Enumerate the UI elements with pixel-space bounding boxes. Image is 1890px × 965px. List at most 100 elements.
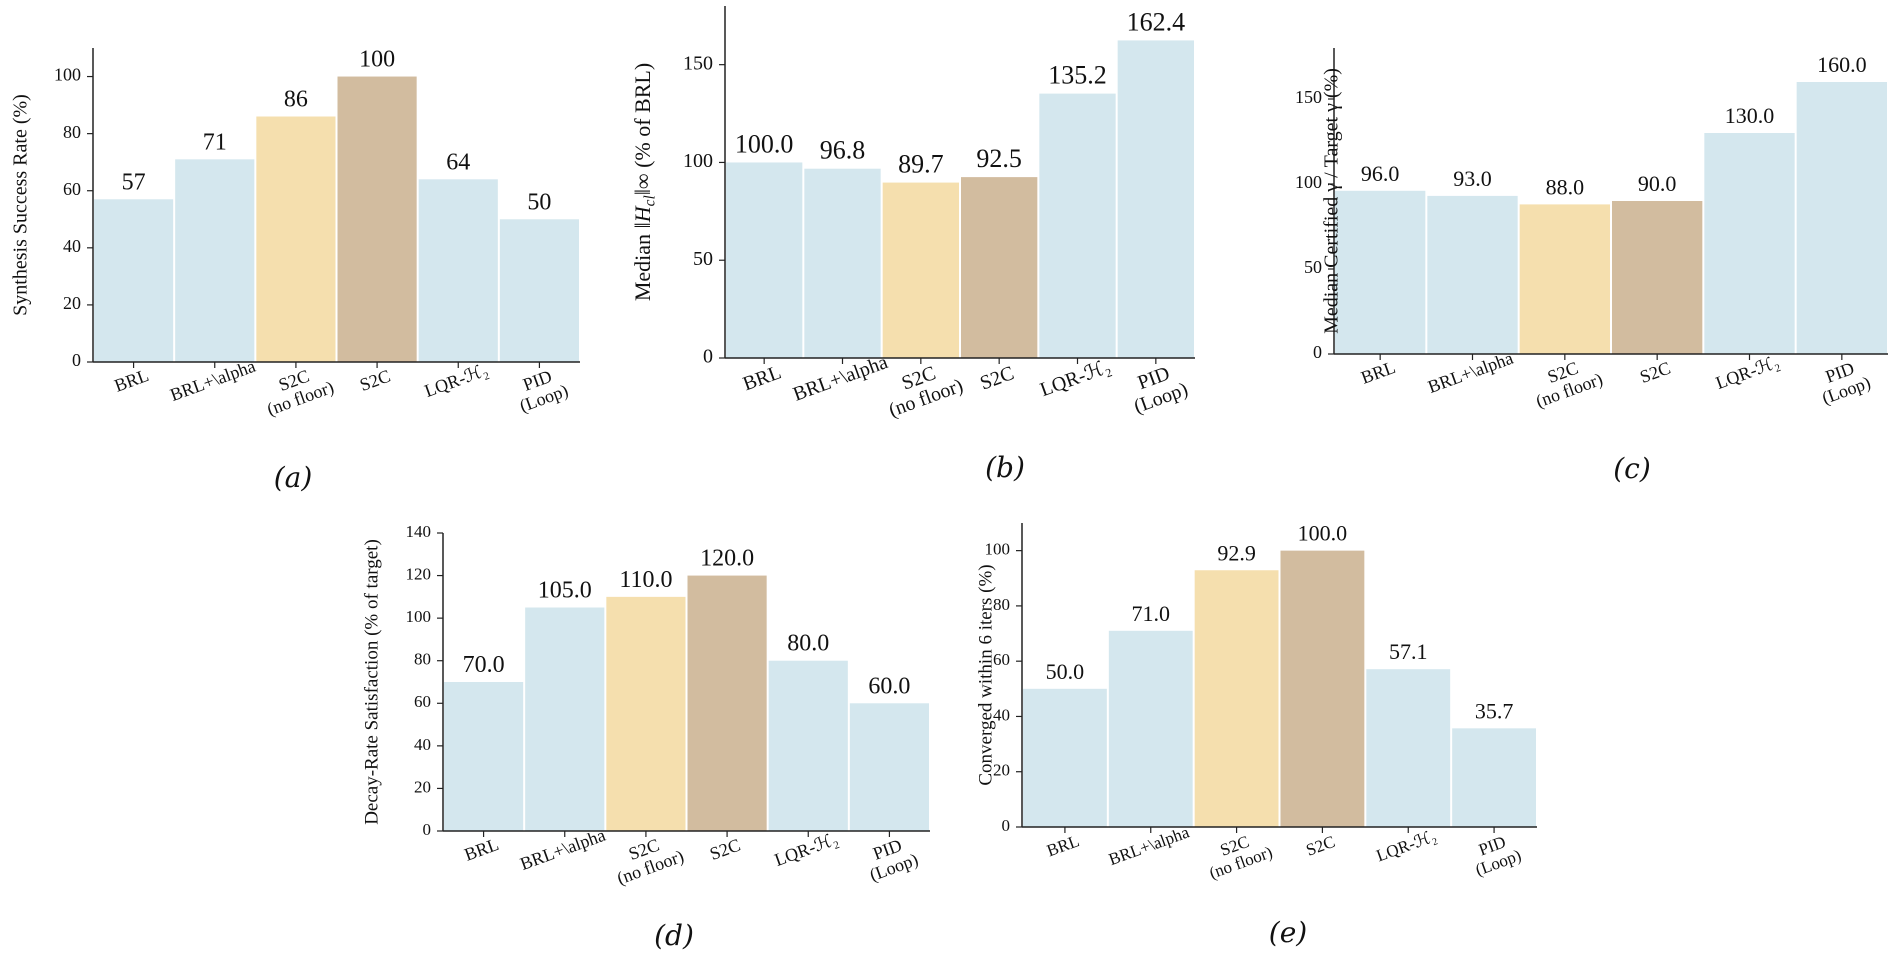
bar-d-1 [525, 607, 605, 831]
x-tick-label-e-3: S2C [1304, 832, 1338, 860]
data-label-a-0: 57 [122, 169, 146, 195]
x-tick-label-c-0: BRL [1358, 357, 1398, 388]
y-tick-label-a-3: 60 [63, 179, 81, 199]
data-label-d-1: 105.0 [538, 578, 592, 604]
x-tick-label-e-5: PID(Loop) [1467, 829, 1524, 880]
data-label-a-2: 86 [284, 87, 308, 113]
panel-label-b: (b) [985, 451, 1025, 484]
data-label-c-4: 130.0 [1725, 103, 1775, 128]
y-tick-label-d-0: 0 [423, 820, 432, 839]
data-label-c-3: 90.0 [1638, 171, 1677, 196]
bar-d-3 [687, 575, 767, 831]
panel-label-d: (d) [654, 919, 694, 952]
bar-e-2 [1194, 570, 1279, 827]
data-label-c-1: 93.0 [1453, 166, 1492, 191]
bar-d-0 [444, 682, 524, 831]
data-label-b-3: 92.5 [976, 144, 1022, 173]
bar-a-1 [175, 159, 255, 362]
y-tick-label-e-5: 100 [985, 540, 1011, 559]
y-tick-label-a-2: 40 [63, 236, 81, 256]
x-tick-label-e-2: S2C(no floor) [1201, 826, 1275, 883]
chart-panel-d: 70.0 105.0 110.0 120.0 80.0 60.0 0 20 40 60 80 100 1… [361, 522, 930, 952]
data-label-d-3: 120.0 [700, 546, 754, 572]
x-tick-label-d-4: LQR-ℋ₂ [772, 829, 841, 870]
x-tick-label-a-3: S2C [357, 366, 393, 395]
data-label-e-4: 57.1 [1389, 639, 1428, 664]
bar-e-3 [1280, 550, 1365, 827]
x-tick-label-c-1: BRL+\alpha [1425, 348, 1516, 397]
y-axis-label-e: Converged within 6 iters (%) [975, 564, 996, 785]
panel-label-e: (e) [1269, 916, 1307, 949]
y-tick-label-d-5: 100 [406, 607, 432, 626]
x-tick-label-c-4: LQR-ℋ₂ [1713, 352, 1782, 393]
data-label-a-3: 100 [359, 47, 395, 73]
data-label-a-4: 64 [446, 149, 470, 175]
y-axis-label-b: Median ‖Hcl‖∞ (% of BRL) [630, 63, 658, 301]
x-tick-label-d-0: BRL [462, 834, 502, 865]
data-label-e-1: 71.0 [1132, 601, 1171, 626]
panel-label-a: (a) [274, 461, 313, 494]
x-tick-label-c-2: S2C(no floor) [1527, 351, 1606, 412]
y-tick-label-e-3: 60 [993, 650, 1010, 669]
y-tick-label-b-0: 0 [703, 346, 713, 368]
bar-c-5 [1796, 82, 1887, 354]
chart-panel-e: 50.0 71.0 92.9 100.0 57.1 35.7 0 20 40 60 80 100 BRL… [975, 521, 1537, 949]
y-axis-label-a: Synthesis Success Rate (%) [10, 94, 32, 316]
y-tick-label-d-7: 140 [406, 522, 432, 541]
y-tick-label-e-2: 40 [993, 705, 1010, 724]
y-tick-label-d-3: 60 [414, 692, 431, 711]
bar-b-1 [804, 168, 881, 358]
y-tick-label-b-2: 100 [683, 150, 713, 172]
x-tick-label-e-0: BRL [1044, 831, 1082, 860]
bar-d-5 [849, 703, 929, 831]
x-tick-label-b-5: PID(Loop) [1124, 359, 1191, 418]
y-tick-label-b-1: 50 [693, 248, 713, 270]
x-tick-label-d-1: BRL+\alpha [517, 825, 608, 874]
x-tick-label-b-2: S2C(no floor) [879, 355, 966, 422]
bar-e-0 [1023, 688, 1107, 827]
y-tick-label-a-5: 100 [54, 65, 81, 85]
bar-d-4 [768, 660, 848, 831]
x-tick-label-a-4: LQR-ℋ₂ [422, 360, 491, 401]
data-label-c-5: 160.0 [1817, 52, 1867, 77]
data-label-b-1: 96.8 [820, 136, 866, 165]
x-tick-label-d-5: PID(Loop) [860, 831, 921, 886]
bar-b-3 [961, 177, 1038, 358]
y-tick-label-a-4: 80 [63, 122, 81, 142]
bar-b-4 [1039, 93, 1116, 358]
bar-c-1 [1427, 195, 1518, 354]
y-axis-label-c: Median Certified γ / Target γ (%) [1321, 68, 1343, 334]
bar-a-3 [337, 76, 417, 362]
data-label-a-5: 50 [527, 189, 551, 215]
y-axis-label-d: Decay-Rate Satisfaction (% of target) [361, 539, 382, 825]
chart-panel-c: 96.0 93.0 88.0 90.0 130.0 160.0 0 50 100 150 BRL BR… [1295, 48, 1888, 485]
y-tick-label-c-1: 50 [1304, 257, 1322, 277]
y-tick-label-e-0: 0 [1002, 816, 1011, 835]
bar-d-2 [606, 596, 686, 831]
x-tick-label-d-3: S2C [707, 835, 743, 864]
bar-e-5 [1452, 728, 1536, 827]
x-tick-label-b-4: LQR-ℋ₂ [1037, 355, 1114, 401]
bar-c-4 [1704, 133, 1795, 354]
y-tick-label-c-3: 150 [1295, 87, 1322, 107]
bar-a-4 [418, 179, 498, 362]
x-tick-label-b-3: S2C [977, 362, 1017, 394]
x-tick-label-a-5: PID(Loop) [510, 362, 571, 417]
chart-panel-b: 100.0 96.8 89.7 92.5 135.2 162.4 0 50 100 150 BRL B… [630, 6, 1195, 484]
data-label-b-2: 89.7 [898, 150, 944, 179]
bar-a-0 [94, 199, 174, 362]
y-tick-label-d-2: 40 [414, 735, 431, 754]
y-tick-label-d-4: 80 [414, 650, 431, 669]
bar-e-1 [1108, 630, 1193, 827]
y-tick-label-e-1: 20 [993, 761, 1010, 780]
data-label-c-0: 96.0 [1361, 161, 1400, 186]
panel-label-c: (c) [1613, 452, 1651, 485]
x-tick-label-a-2: S2C(no floor) [258, 359, 337, 420]
bar-a-2 [256, 116, 336, 362]
bar-c-3 [1612, 201, 1703, 354]
x-tick-label-c-5: PID(Loop) [1813, 354, 1874, 409]
y-tick-label-d-6: 120 [406, 564, 432, 583]
bar-e-4 [1366, 669, 1451, 827]
data-label-d-4: 80.0 [787, 631, 829, 657]
